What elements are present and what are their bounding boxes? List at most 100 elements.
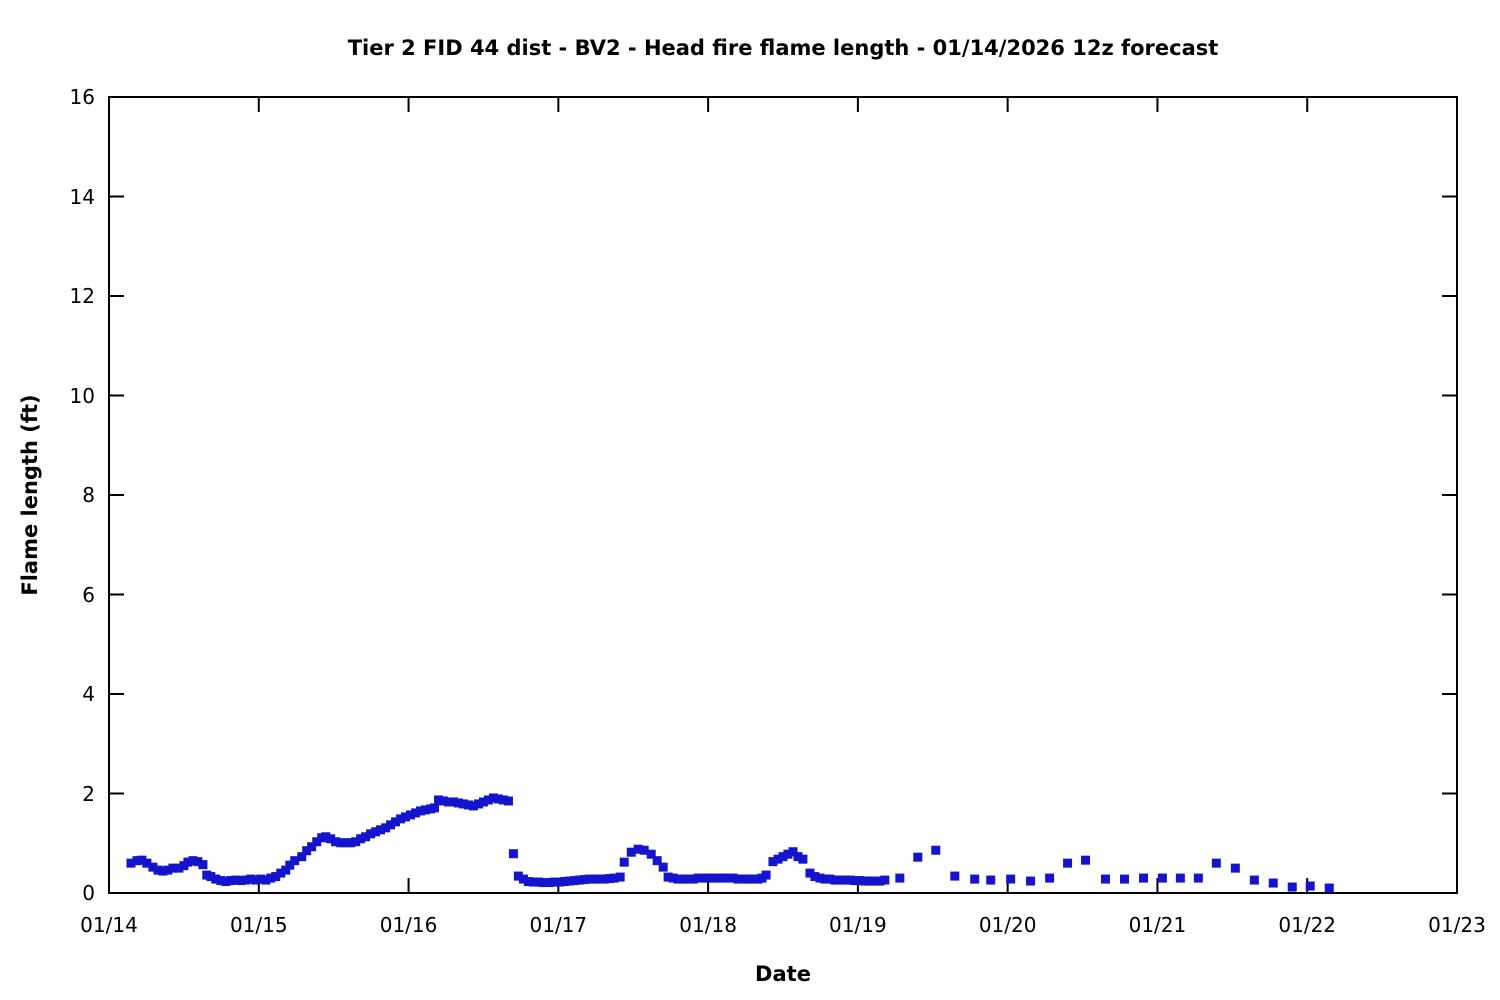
- data-point: [503, 796, 513, 806]
- data-point: [708, 873, 718, 883]
- data-point: [420, 805, 430, 815]
- data-point: [805, 868, 815, 878]
- data-point: [1100, 874, 1110, 884]
- data-point: [468, 801, 478, 811]
- data-point: [183, 857, 193, 867]
- data-point: [256, 874, 266, 884]
- data-point: [236, 876, 246, 886]
- x-tick-label: 01/23: [1428, 913, 1486, 937]
- chart-title: Tier 2 FID 44 dist - BV2 - Head fire fla…: [347, 36, 1219, 60]
- data-point: [266, 873, 276, 883]
- data-point: [206, 872, 216, 882]
- data-point: [321, 832, 331, 842]
- data-point: [513, 871, 523, 881]
- data-point: [276, 868, 286, 878]
- data-point: [865, 876, 875, 886]
- data-point: [574, 875, 584, 885]
- data-point: [132, 856, 142, 866]
- data-point: [168, 863, 178, 873]
- data-point: [845, 875, 855, 885]
- data-point: [788, 847, 798, 857]
- data-point: [678, 874, 688, 884]
- data-point: [860, 876, 870, 886]
- data-point: [261, 875, 271, 885]
- data-point: [153, 865, 163, 875]
- data-point: [738, 874, 748, 884]
- data-point: [830, 875, 840, 885]
- data-point: [528, 877, 538, 887]
- data-point: [870, 876, 880, 886]
- data-point: [1026, 876, 1036, 886]
- data-point: [271, 872, 281, 882]
- data-point: [1305, 881, 1315, 891]
- y-tick-label: 10: [69, 383, 95, 408]
- data-point: [970, 874, 980, 884]
- data-point: [226, 876, 236, 886]
- x-tick-label: 01/18: [679, 913, 737, 937]
- data-point: [743, 874, 753, 884]
- data-point: [498, 795, 508, 805]
- data-point: [326, 834, 336, 844]
- data-point: [718, 873, 728, 883]
- data-point: [459, 799, 469, 809]
- data-point: [569, 876, 579, 886]
- data-point: [493, 794, 503, 804]
- y-tick-label: 12: [69, 284, 95, 308]
- data-point: [950, 871, 960, 881]
- data-point: [549, 877, 559, 887]
- data-point: [895, 873, 905, 883]
- data-point: [589, 874, 599, 884]
- data-point: [246, 874, 256, 884]
- data-point: [416, 806, 426, 816]
- data-point: [913, 852, 923, 862]
- data-point: [137, 855, 147, 865]
- data-point: [1193, 873, 1203, 883]
- data-point: [688, 874, 698, 884]
- data-point: [599, 874, 609, 884]
- y-tick-label: 4: [82, 682, 95, 706]
- data-point: [673, 874, 683, 884]
- data-point: [453, 798, 463, 808]
- data-point: [444, 797, 454, 807]
- y-tick-label: 16: [69, 85, 95, 109]
- y-tick-label: 6: [82, 582, 95, 607]
- data-point: [366, 829, 376, 839]
- data-point: [211, 874, 221, 884]
- data-point: [142, 858, 152, 868]
- data-point: [198, 860, 208, 870]
- data-point: [478, 797, 488, 807]
- data-point: [761, 870, 771, 880]
- data-point: [693, 873, 703, 883]
- data-point: [544, 878, 554, 888]
- data-point: [683, 874, 693, 884]
- data-point: [835, 875, 845, 885]
- data-point: [341, 838, 351, 848]
- data-point: [346, 838, 356, 848]
- data-point: [773, 854, 783, 864]
- x-tick-label: 01/15: [229, 913, 288, 937]
- data-point: [488, 793, 498, 803]
- data-point: [281, 865, 291, 875]
- y-tick-label: 14: [69, 184, 95, 209]
- data-point: [158, 866, 168, 876]
- data-point: [538, 878, 548, 888]
- data-point: [297, 852, 307, 862]
- data-point: [639, 845, 649, 855]
- data-point: [798, 854, 808, 864]
- data-point: [1081, 855, 1091, 865]
- data-point: [474, 799, 484, 809]
- data-point: [401, 812, 411, 822]
- data-point: [825, 874, 835, 884]
- data-point: [652, 856, 662, 866]
- data-point: [931, 845, 941, 855]
- data-point: [1139, 873, 1149, 883]
- data-point: [1045, 873, 1055, 883]
- data-point: [810, 872, 820, 882]
- data-point: [1063, 858, 1073, 868]
- data-point: [126, 858, 136, 868]
- data-point: [406, 810, 416, 820]
- data-point: [880, 875, 890, 885]
- data-point: [815, 873, 825, 883]
- data-point: [723, 873, 733, 883]
